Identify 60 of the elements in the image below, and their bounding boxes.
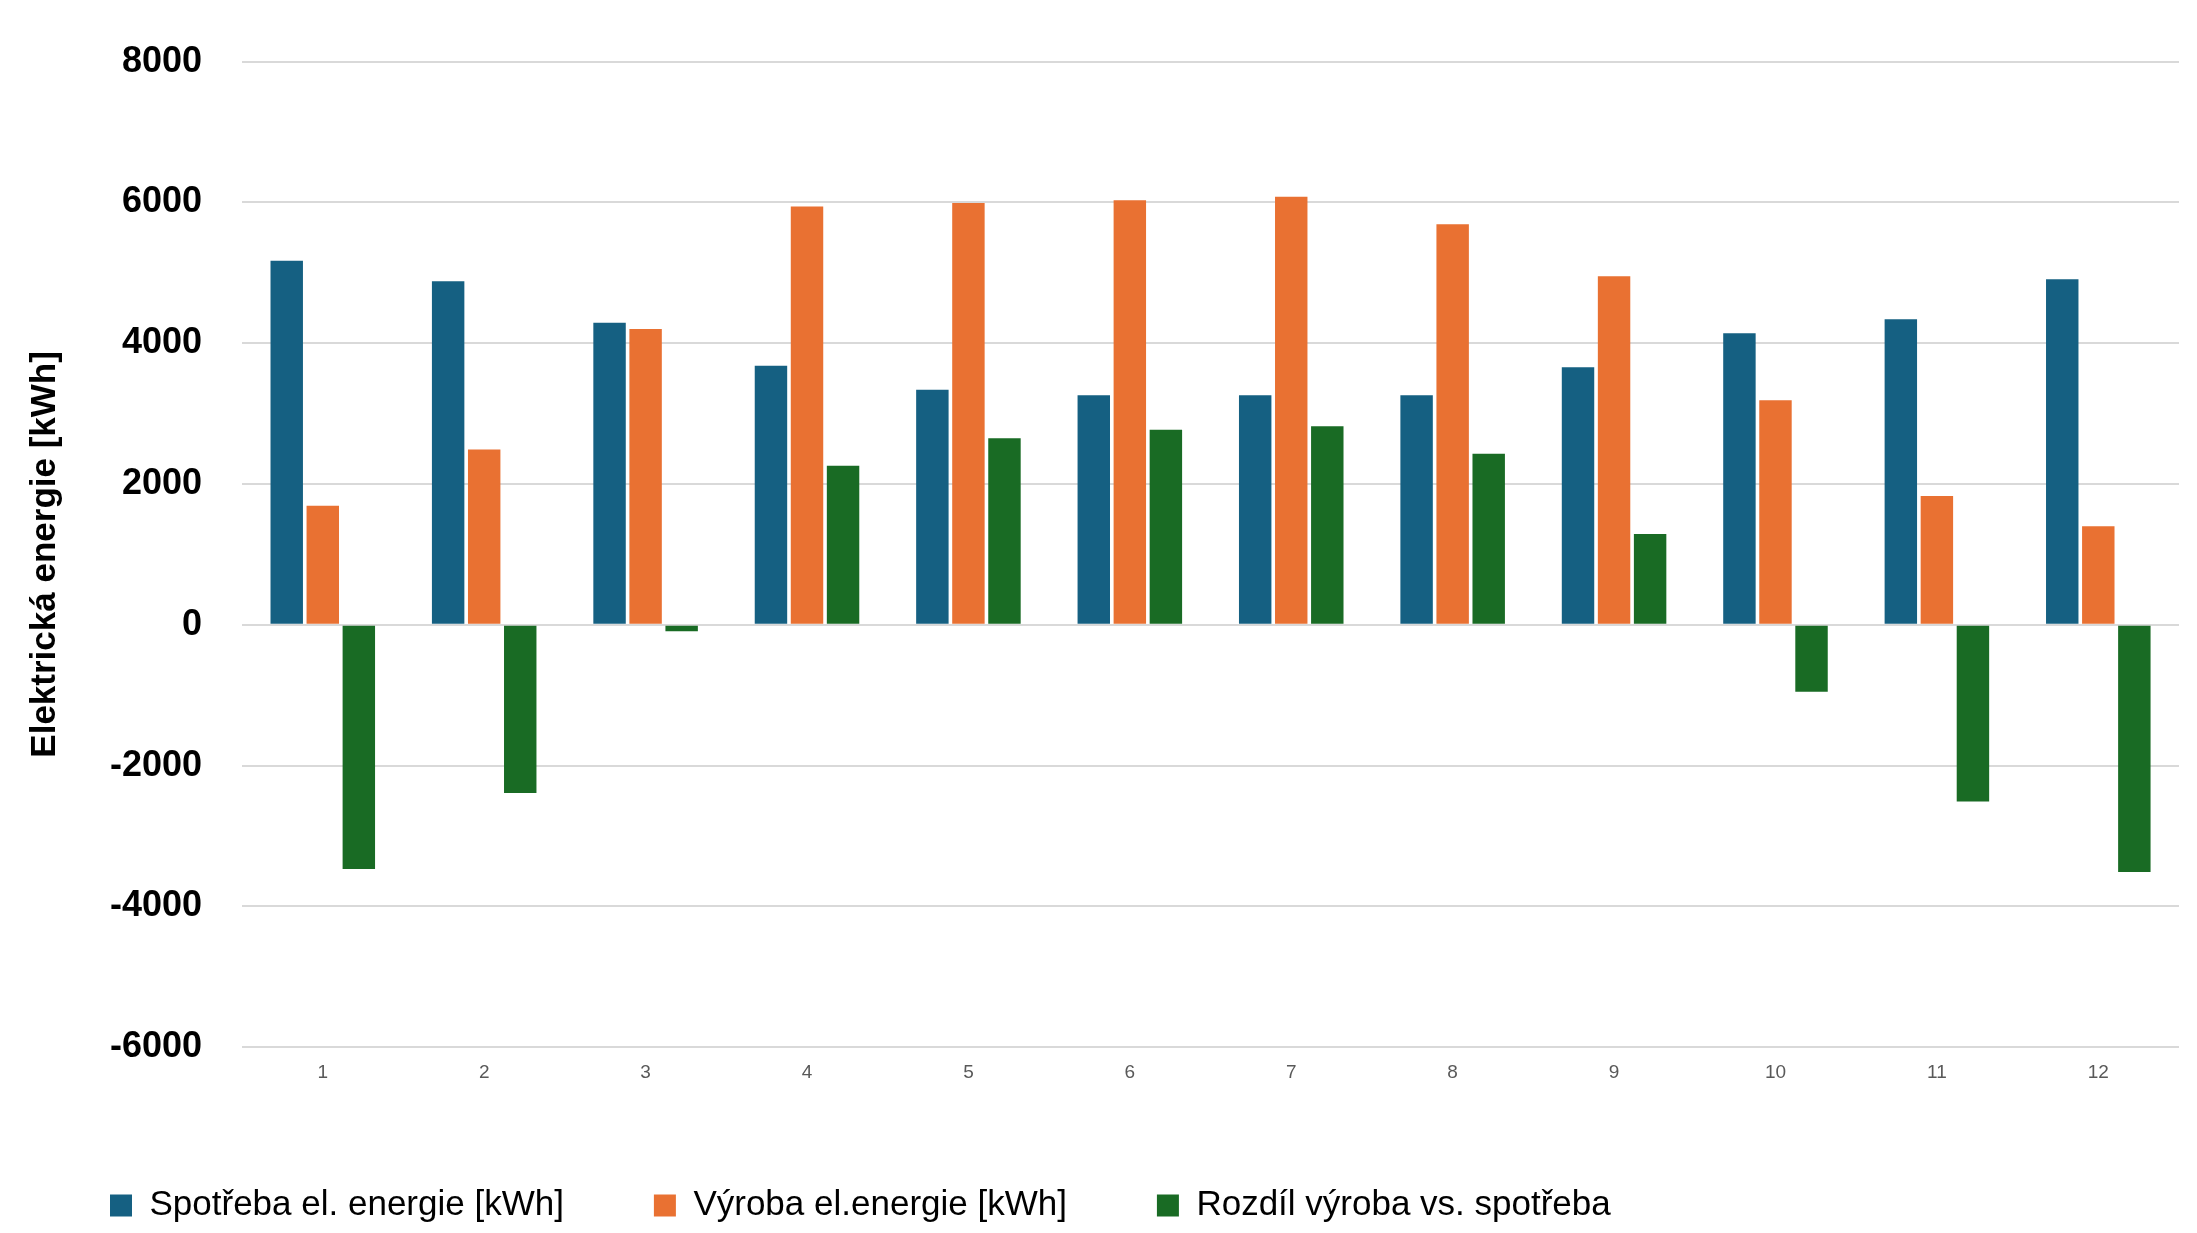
x-tick-label: 6 [1124, 1060, 1136, 1082]
bar [1597, 276, 1631, 624]
bar [1795, 625, 1828, 692]
y-tick-label: 2000 [121, 460, 203, 502]
bar [593, 322, 626, 624]
bar [1561, 367, 1595, 624]
bar [1472, 453, 1505, 624]
y-axis-title: Elektrická energie [kWh] [22, 351, 62, 758]
bar [1400, 395, 1433, 624]
bar [431, 281, 465, 624]
y-tick-label: 0 [182, 601, 203, 643]
bar [826, 465, 860, 624]
bar [2082, 526, 2115, 624]
x-tick-label: 5 [963, 1060, 974, 1082]
legend-label: Výroba el.energie [kWh] [693, 1183, 1067, 1223]
x-tick-label: 12 [2087, 1060, 2109, 1082]
bar [1759, 400, 1792, 624]
bar [1723, 333, 1756, 624]
bar [629, 329, 662, 624]
legend-label: Spotřeba el. energie [kWh] [149, 1183, 564, 1223]
bar [988, 438, 1021, 624]
bar [306, 505, 339, 624]
legend-label: Rozdíl výroba vs. spotřeba [1196, 1183, 1612, 1223]
bar [2046, 279, 2079, 624]
x-tick-label: 3 [640, 1060, 651, 1082]
bar [1238, 395, 1272, 624]
bar [916, 389, 949, 624]
bar [1275, 196, 1308, 624]
y-tick-label: -2000 [110, 742, 203, 784]
bar [1633, 533, 1667, 624]
bar [504, 625, 537, 794]
bar [342, 625, 376, 870]
bar [754, 365, 788, 624]
x-tick-label: 9 [1608, 1060, 1620, 1082]
y-tick-label: -4000 [110, 883, 203, 925]
x-tick-label: 4 [801, 1060, 813, 1082]
x-tick-label: 1 [317, 1060, 329, 1082]
bar [2118, 625, 2151, 872]
bar [1077, 395, 1111, 624]
bar [1436, 224, 1469, 624]
y-tick-label: -6000 [110, 1024, 203, 1066]
x-tick-label: 11 [1927, 1060, 1947, 1082]
bar [952, 203, 985, 624]
bar [790, 206, 824, 624]
bar [270, 260, 303, 624]
y-tick-label: 8000 [121, 38, 203, 80]
bar [1956, 625, 1990, 802]
x-tick-label: 10 [1764, 1060, 1787, 1082]
x-tick-label: 8 [1447, 1060, 1458, 1082]
y-tick-label: 6000 [121, 179, 203, 221]
bar [1149, 429, 1183, 624]
x-tick-label: 2 [478, 1060, 490, 1082]
bar [1920, 495, 1954, 624]
bar [1113, 200, 1147, 624]
x-tick-label: 7 [1285, 1060, 1297, 1082]
bar [1311, 426, 1344, 624]
bar [665, 625, 698, 632]
bar [467, 449, 501, 624]
y-tick-label: 4000 [121, 320, 203, 362]
bar [1884, 319, 1918, 624]
